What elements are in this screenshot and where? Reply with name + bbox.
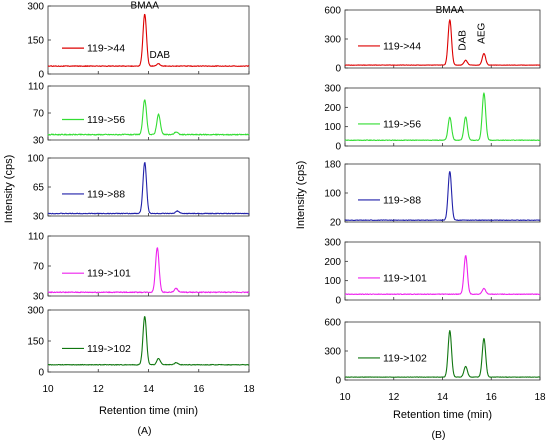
legend-label: 119->56	[383, 118, 421, 130]
figure-caption: (B)	[432, 429, 446, 441]
y-tick-label: 300	[324, 238, 341, 249]
panel-frame	[344, 163, 541, 223]
y-tick-label: 30	[33, 292, 45, 303]
x-tick-label: 18	[243, 384, 255, 395]
legend-label: 119->102	[383, 352, 427, 364]
x-tick-label: 16	[486, 392, 498, 403]
y-tick-label: 300	[324, 347, 341, 358]
legend-label: 119->44	[383, 40, 421, 52]
y-tick-label: 180	[324, 160, 341, 171]
panel-119->44: 0 150 300 119->44 BMAA DAB	[27, 0, 250, 81]
y-tick-label: 110	[28, 82, 44, 93]
trace-119->56	[344, 92, 541, 142]
x-tick-label: 12	[388, 392, 400, 403]
trace-119->101	[47, 247, 250, 294]
y-tick-label: 20	[330, 218, 342, 229]
x-tick-label: 10	[339, 392, 351, 403]
peak-annotation: DAB	[150, 50, 171, 61]
legend-label: 119->44	[87, 43, 125, 55]
legend-label: 119->101	[87, 268, 131, 280]
y-tick-label: 100	[324, 189, 341, 200]
y-tick-label: 300	[324, 35, 341, 46]
y-tick-label: 100	[324, 276, 341, 287]
trace-119->56	[47, 99, 250, 136]
y-axis-title: Intensity (cps)	[295, 161, 307, 229]
y-tick-label: 0	[38, 368, 44, 379]
x-tick-label: 10	[42, 384, 54, 395]
y-tick-label: 0	[335, 296, 341, 307]
y-tick-label: 70	[33, 109, 45, 120]
panel-119->88: 30 65 100 119->88	[27, 154, 250, 223]
trace-119->101	[344, 255, 541, 296]
x-axis-title: Retention time (min)	[393, 409, 492, 421]
y-tick-label: 100	[324, 122, 341, 133]
figure-caption: (A)	[138, 425, 152, 437]
y-tick-label: 300	[27, 306, 44, 317]
panel-119->44: 0 300 600 119->44 BMAA DAB AEG	[324, 5, 541, 75]
panel-119->102: 0 150 300 119->102	[27, 306, 250, 379]
y-tick-label: 150	[27, 36, 44, 47]
y-tick-label: 0	[38, 70, 44, 81]
y-tick-label: 300	[324, 84, 341, 95]
panel-frame	[344, 87, 541, 147]
x-tick-label: 14	[437, 392, 449, 403]
legend-label: 119->88	[383, 194, 421, 206]
y-tick-label: 150	[27, 337, 44, 348]
y-tick-label: 200	[324, 257, 341, 268]
panel-119->102: 0 300 600 119->102	[324, 318, 541, 387]
peak-annotation: BMAA	[436, 5, 465, 16]
peak-annotation: BMAA	[131, 0, 160, 11]
peak-annotation: AEG	[476, 22, 487, 43]
x-tick-label: 14	[143, 384, 155, 395]
panel-119->88: 20 100 180 119->88	[324, 160, 541, 229]
legend-label: 119->56	[87, 114, 125, 126]
y-tick-label: 30	[33, 212, 45, 223]
legend-label: 119->101	[383, 272, 427, 284]
legend-label: 119->88	[87, 188, 125, 200]
panel-119->101: 30 70 110 119->101	[28, 232, 250, 303]
y-tick-label: 110	[28, 232, 44, 243]
trace-119->44	[344, 19, 541, 66]
x-tick-label: 12	[93, 384, 105, 395]
x-tick-label: 16	[193, 384, 205, 395]
y-tick-label: 0	[335, 376, 341, 387]
x-tick-label: 18	[534, 392, 546, 403]
y-tick-label: 30	[33, 136, 45, 147]
panel-frame	[47, 309, 250, 373]
legend-label: 119->102	[87, 343, 131, 355]
y-tick-label: 70	[33, 262, 45, 273]
trace-119->44	[47, 13, 250, 67]
y-tick-label: 600	[324, 318, 341, 329]
y-tick-label: 600	[324, 6, 341, 17]
y-tick-label: 65	[33, 183, 45, 194]
panel-119->56: 30 70 110 119->56	[28, 82, 250, 147]
panel-frame	[344, 241, 541, 301]
panel-frame	[344, 321, 541, 381]
trace-119->88	[344, 170, 541, 222]
trace-119->102	[47, 316, 250, 366]
x-axis-title: Retention time (min)	[99, 405, 198, 417]
y-tick-label: 0	[335, 142, 341, 153]
y-tick-label: 0	[335, 64, 341, 75]
y-tick-label: 200	[324, 103, 341, 114]
panel-119->56: 0 100 200 300 119->56	[324, 84, 541, 153]
peak-annotation: DAB	[458, 30, 469, 51]
chart-0: 0150300119->44BMAADAB3070110119->5630651…	[3, 0, 255, 437]
trace-119->88	[47, 162, 250, 215]
y-axis-title: Intensity (cps)	[3, 155, 15, 223]
panel-frame	[47, 235, 250, 297]
y-tick-label: 100	[27, 154, 44, 165]
trace-119->102	[344, 329, 541, 378]
panel-frame	[344, 9, 541, 69]
panel-119->101: 0 100 200 300 119->101	[324, 238, 541, 307]
y-tick-label: 300	[27, 2, 44, 13]
